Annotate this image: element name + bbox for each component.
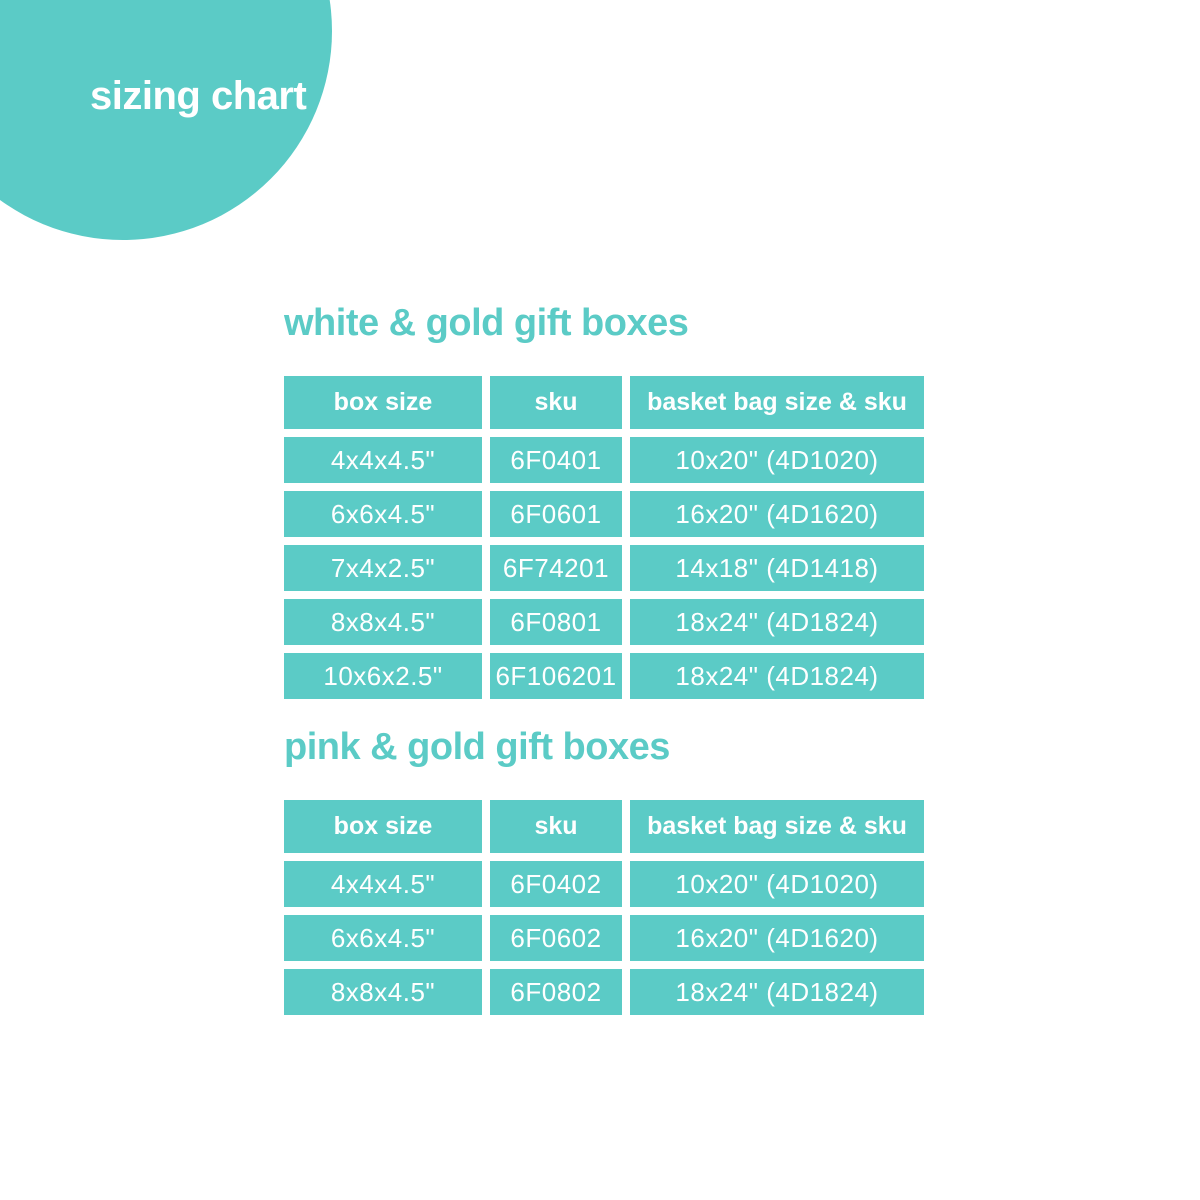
sku-cell: 6F0801 — [490, 599, 622, 645]
basket-bag-cell: 14x18" (4D1418) — [630, 545, 924, 591]
box-size-cell: 8x8x4.5" — [284, 969, 482, 1015]
badge-circle — [0, 0, 332, 240]
sku-cell: 6F0802 — [490, 969, 622, 1015]
sku-cell: 6F0602 — [490, 915, 622, 961]
sku-cell: 6F0601 — [490, 491, 622, 537]
sku-cell: 6F106201 — [490, 653, 622, 699]
box-size-cell: 6x6x4.5" — [284, 915, 482, 961]
column-header-sku: sku — [490, 800, 622, 853]
sku-cell: 6F74201 — [490, 545, 622, 591]
box-size-cell: 4x4x4.5" — [284, 861, 482, 907]
basket-bag-cell: 10x20" (4D1020) — [630, 437, 924, 483]
white-gold-table: box size sku basket bag size & sku 4x4x4.5"… — [284, 376, 924, 699]
box-size-cell: 4x4x4.5" — [284, 437, 482, 483]
box-size-cell: 8x8x4.5" — [284, 599, 482, 645]
white-gold-section-title: white & gold gift boxes — [284, 302, 689, 344]
column-header-box-size: box size — [284, 800, 482, 853]
sizing-chart-title: sizing chart — [90, 74, 307, 118]
box-size-cell: 10x6x2.5" — [284, 653, 482, 699]
sku-cell: 6F0401 — [490, 437, 622, 483]
column-header-basket-bag-size-sku: basket bag size & sku — [630, 800, 924, 853]
sku-cell: 6F0402 — [490, 861, 622, 907]
pink-gold-section-title: pink & gold gift boxes — [284, 726, 670, 768]
box-size-cell: 7x4x2.5" — [284, 545, 482, 591]
column-header-basket-bag-size-sku: basket bag size & sku — [630, 376, 924, 429]
basket-bag-cell: 16x20" (4D1620) — [630, 915, 924, 961]
column-header-box-size: box size — [284, 376, 482, 429]
basket-bag-cell: 18x24" (4D1824) — [630, 599, 924, 645]
box-size-cell: 6x6x4.5" — [284, 491, 482, 537]
basket-bag-cell: 10x20" (4D1020) — [630, 861, 924, 907]
basket-bag-cell: 18x24" (4D1824) — [630, 969, 924, 1015]
basket-bag-cell: 16x20" (4D1620) — [630, 491, 924, 537]
column-header-sku: sku — [490, 376, 622, 429]
pink-gold-table: box size sku basket bag size & sku 4x4x4.5"… — [284, 800, 924, 1015]
basket-bag-cell: 18x24" (4D1824) — [630, 653, 924, 699]
